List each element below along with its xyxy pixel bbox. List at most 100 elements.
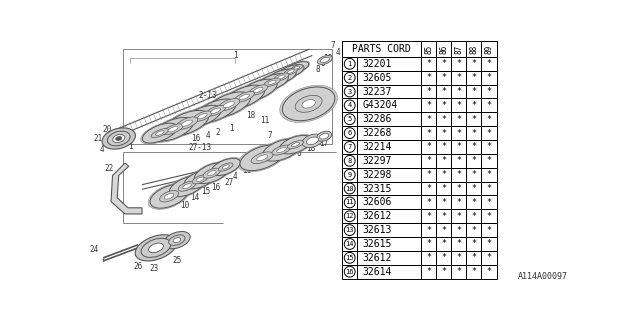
Text: *: *	[456, 129, 461, 138]
Ellipse shape	[116, 136, 122, 140]
Bar	[358, 223, 421, 237]
Bar	[451, 168, 467, 182]
Ellipse shape	[165, 110, 209, 136]
Bar	[421, 223, 436, 237]
Text: 11: 11	[346, 199, 354, 205]
Ellipse shape	[237, 144, 287, 172]
Ellipse shape	[295, 95, 322, 112]
Text: 7: 7	[330, 41, 335, 51]
Text: *: *	[486, 156, 492, 165]
Text: *: *	[426, 239, 431, 249]
Bar	[358, 71, 421, 84]
Text: *: *	[426, 156, 431, 165]
Bar	[358, 126, 421, 140]
Bar	[358, 265, 421, 279]
Ellipse shape	[239, 79, 277, 101]
Bar	[421, 84, 436, 99]
Bar	[451, 237, 467, 251]
Ellipse shape	[276, 64, 305, 79]
Text: 32315: 32315	[362, 184, 392, 194]
Text: *: *	[426, 198, 431, 207]
Text: *: *	[426, 226, 431, 235]
Bar	[421, 99, 436, 112]
Text: 32605: 32605	[362, 73, 392, 83]
Bar	[451, 223, 467, 237]
Ellipse shape	[207, 92, 251, 117]
Text: 12: 12	[346, 213, 354, 219]
Ellipse shape	[294, 66, 300, 69]
Ellipse shape	[152, 117, 193, 141]
Text: 32201: 32201	[362, 59, 392, 69]
Text: 24: 24	[90, 245, 99, 254]
Ellipse shape	[317, 55, 332, 64]
Ellipse shape	[170, 176, 205, 197]
Ellipse shape	[142, 123, 177, 143]
Ellipse shape	[266, 68, 298, 85]
Text: 10: 10	[180, 201, 189, 210]
Bar	[342, 265, 358, 279]
Bar	[481, 71, 497, 84]
Bar	[451, 57, 467, 71]
Ellipse shape	[274, 73, 289, 81]
Bar	[451, 265, 467, 279]
Ellipse shape	[182, 184, 191, 189]
Text: *: *	[472, 142, 476, 151]
Text: *: *	[456, 73, 461, 82]
Bar	[342, 84, 358, 99]
Ellipse shape	[184, 170, 216, 189]
Text: 25: 25	[172, 256, 182, 265]
Ellipse shape	[163, 109, 211, 137]
Text: *: *	[441, 198, 446, 207]
Bar	[467, 84, 481, 99]
Ellipse shape	[169, 235, 185, 245]
Text: *: *	[456, 101, 461, 110]
Bar	[342, 126, 358, 140]
Ellipse shape	[285, 62, 308, 74]
Ellipse shape	[321, 57, 330, 63]
Text: *: *	[486, 170, 492, 179]
Bar	[436, 182, 451, 196]
Text: *: *	[426, 184, 431, 193]
Bar	[481, 140, 497, 154]
Bar	[467, 223, 481, 237]
Ellipse shape	[253, 87, 263, 92]
Bar	[421, 168, 436, 182]
Text: 18: 18	[246, 111, 255, 120]
Bar	[481, 265, 497, 279]
Ellipse shape	[211, 158, 240, 176]
Bar	[358, 209, 421, 223]
Bar	[342, 209, 358, 223]
Bar	[451, 99, 467, 112]
Ellipse shape	[150, 184, 188, 208]
Ellipse shape	[198, 114, 207, 119]
Text: *: *	[426, 142, 431, 151]
Text: 32615: 32615	[362, 239, 392, 249]
Text: *: *	[472, 101, 476, 110]
Text: *: *	[486, 184, 492, 193]
Text: 2: 2	[348, 75, 352, 81]
Ellipse shape	[205, 91, 253, 119]
Text: *: *	[486, 212, 492, 221]
Polygon shape	[111, 163, 142, 214]
Text: *: *	[426, 267, 431, 276]
Ellipse shape	[168, 127, 178, 132]
Text: *: *	[472, 59, 476, 68]
Bar	[436, 99, 451, 112]
Text: *: *	[441, 156, 446, 165]
Text: *: *	[486, 226, 492, 235]
Ellipse shape	[251, 152, 273, 164]
Ellipse shape	[150, 116, 195, 142]
Bar	[467, 265, 481, 279]
Text: 1: 1	[233, 51, 237, 60]
Ellipse shape	[173, 238, 180, 243]
Text: 27-13: 27-13	[189, 143, 212, 152]
Bar	[467, 168, 481, 182]
Bar	[451, 126, 467, 140]
Bar	[342, 168, 358, 182]
Text: *: *	[486, 73, 492, 82]
Bar	[342, 140, 358, 154]
Text: 19: 19	[323, 54, 333, 63]
Ellipse shape	[224, 85, 265, 109]
Bar	[467, 71, 481, 84]
Ellipse shape	[182, 104, 223, 128]
